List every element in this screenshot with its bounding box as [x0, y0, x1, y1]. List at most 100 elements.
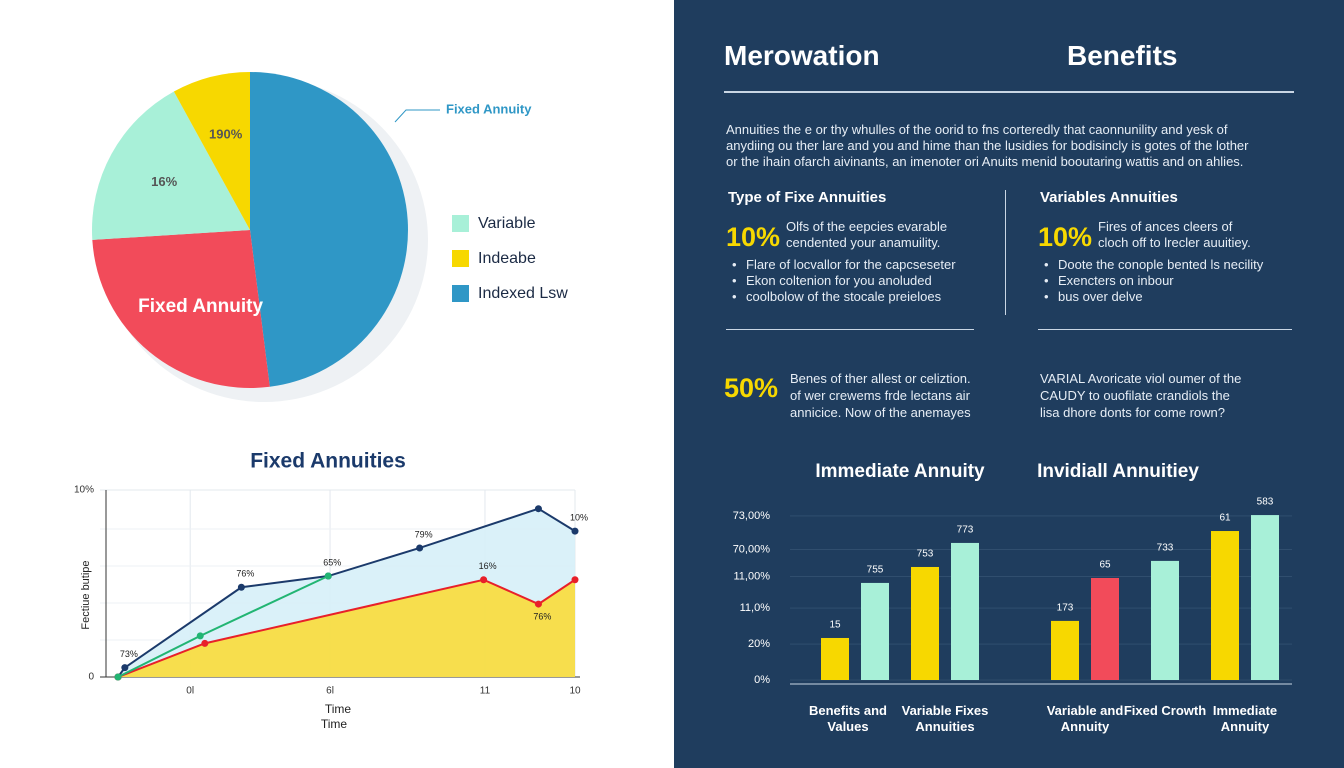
callout-line	[394, 109, 440, 123]
line-point	[480, 576, 488, 584]
column-bullet: Doote the conople bented ls necility	[1058, 257, 1264, 272]
x-tick-label: Benefits and Values	[808, 703, 887, 734]
pie-slice	[92, 91, 250, 240]
point-label: 16%	[479, 561, 497, 571]
point-label: 76%	[236, 569, 254, 579]
panel-title: Merowation	[724, 40, 880, 71]
x-tick-label: 10	[569, 686, 581, 697]
x-tick-label: 11	[480, 686, 491, 697]
column-heading: Variables Annuities	[1040, 189, 1178, 206]
bar-title: Invidiall Annuitiey	[1037, 461, 1199, 482]
pie-slice	[92, 230, 270, 388]
row-text: VARIAL Avoricate viol oumer of the	[1040, 371, 1242, 386]
point-label: 73%	[120, 649, 138, 659]
bar	[1151, 560, 1179, 680]
row-text: CAUDY to ouofilate crandiols the	[1040, 388, 1230, 403]
bar-label: 753	[917, 549, 934, 560]
bar-title: Immediate Annuity	[815, 461, 985, 482]
x-tick-label: Variable Fixes Annuities	[901, 703, 989, 734]
line-point	[571, 576, 579, 584]
x-tick-label: Fixed Crowth	[1123, 703, 1207, 718]
x-tick-label: 0l	[186, 686, 194, 697]
bullet-dot: •	[1044, 289, 1049, 304]
bar	[951, 542, 979, 680]
line-point	[324, 572, 332, 580]
bar	[1091, 577, 1119, 680]
title-rule	[724, 91, 1294, 93]
legend-label: Variable	[478, 215, 536, 232]
bar-label: 61	[1219, 513, 1231, 524]
legend-swatch	[452, 285, 469, 302]
intro-line: or the ihain ofarch aivinants, an imenot…	[726, 154, 1244, 169]
y-tick-label: 11,0%	[740, 602, 771, 614]
line-point	[237, 583, 245, 591]
bar-label: 755	[867, 565, 884, 576]
bar	[821, 637, 849, 680]
line-area	[118, 579, 575, 677]
column-text: Fires of ances cleers of	[1098, 219, 1233, 234]
row-text: of wer crewems frde lectans air	[790, 388, 970, 403]
callout: Fixed Annuity	[446, 101, 532, 116]
line-point	[121, 664, 129, 672]
y-tick-label: 0	[88, 672, 94, 683]
y-tick-label: 11,00%	[734, 571, 771, 583]
line-point	[201, 639, 209, 647]
legend-label: Indexed Lsw	[478, 285, 568, 302]
row-text: lisa dhore donts for come rown?	[1040, 405, 1225, 420]
y-tick-label: 20%	[748, 638, 770, 650]
bullet-dot: •	[732, 289, 737, 304]
row-text: annicice. Now of the anemayes	[790, 405, 971, 420]
bar	[911, 566, 939, 680]
point-label: 65%	[323, 557, 341, 567]
x-axis-label: Time	[321, 717, 348, 731]
column-rule	[726, 329, 974, 330]
column-text: Olfs of the eepcies evarable	[786, 219, 948, 234]
column-stat: 10%	[726, 222, 781, 252]
bar-label: 733	[1157, 543, 1174, 554]
slice-label: 190%	[209, 127, 243, 142]
bar	[861, 582, 889, 680]
column-bullet: Flare of locvallor for the capcseseter	[746, 257, 956, 272]
bullet-dot: •	[732, 257, 737, 272]
intro-line: anydiing ou ther lare and you and hime t…	[726, 138, 1249, 153]
bullet-dot: •	[1044, 273, 1049, 288]
bar-label: 173	[1057, 603, 1074, 614]
column-rule	[1038, 329, 1292, 330]
column-stat: 10%	[1038, 222, 1093, 252]
point-label: 79%	[415, 529, 433, 539]
column-divider	[1005, 190, 1006, 315]
pie-slice	[173, 72, 250, 230]
slice-name: Fixed Annuity	[138, 296, 263, 317]
bullet-dot: •	[732, 273, 737, 288]
line-title: Fixed Annuities	[250, 450, 406, 473]
pie-slice	[250, 72, 409, 387]
x-tick-label: Variable and Annuity	[1046, 703, 1124, 734]
legend-swatch	[452, 215, 469, 232]
x-tick-label: 6l	[326, 686, 334, 697]
column-text: cloch off to lrecler auuitiey.	[1098, 235, 1251, 250]
line-point	[534, 600, 542, 608]
column-text: cendented your anamuility.	[786, 235, 941, 250]
row-text: Benes of ther allest or celiztion.	[790, 371, 971, 386]
point-label: 10%	[570, 513, 588, 523]
legend-swatch	[452, 250, 469, 267]
panel-title: Benefits	[1067, 40, 1178, 71]
bar-label: 65	[1099, 560, 1111, 571]
column-bullet: coolbolow of the stocale preieloes	[746, 289, 942, 304]
y-axis-label: Fectiue butipe	[80, 560, 92, 629]
column-heading: Type of Fixe Annuities	[728, 189, 887, 206]
line-point	[416, 544, 424, 552]
bar-label: 15	[829, 620, 841, 631]
intro-line: Annuities the e or thy whulles of the oo…	[726, 122, 1228, 137]
line-point	[196, 632, 204, 640]
y-tick-label: 10%	[74, 485, 94, 496]
x-axis-label: Time	[325, 702, 352, 716]
bar-label: 773	[957, 525, 974, 536]
row-stat: 50%	[724, 373, 779, 403]
bar-label: 583	[1257, 497, 1274, 508]
column-bullet: bus over delve	[1058, 289, 1143, 304]
bar	[1051, 620, 1079, 680]
slice-label: 16%	[151, 174, 177, 189]
